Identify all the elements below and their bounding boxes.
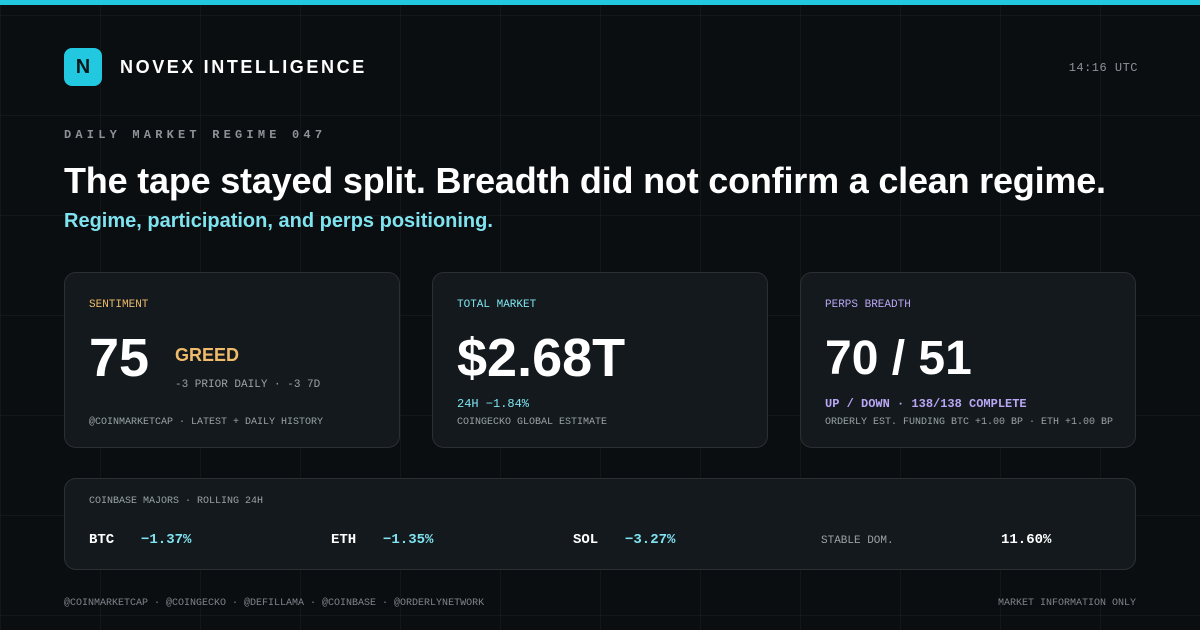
perps-breadth-card: PERPS BREADTH 70 / 51 UP / DOWN · 138/13… [800, 272, 1136, 448]
card-label: PERPS BREADTH [825, 299, 911, 311]
major-name: ETH [331, 532, 357, 548]
card-value: $2.68T [457, 328, 626, 388]
major-name: SOL [573, 532, 599, 548]
card-source: COINGECKO GLOBAL ESTIMATE [457, 417, 608, 428]
majors-panel: COINBASE MAJORS · ROLLING 24H BTC −1.37%… [64, 478, 1136, 570]
brand-name: NOVEX INTELLIGENCE [120, 57, 367, 77]
sentiment-card: SENTIMENT 75 GREED -3 PRIOR DAILY · -3 7… [64, 272, 400, 448]
major-name: STABLE DOM. [821, 535, 894, 547]
footer-sources: @COINMARKETCAP · @COINGECKO · @DEFILLAMA… [64, 598, 485, 609]
major-value: 11.60% [1001, 532, 1052, 548]
headline: The tape stayed split. Breadth did not c… [64, 160, 1106, 201]
total-market-card: TOTAL MARKET $2.68T 24H −1.84% COINGECKO… [432, 272, 768, 448]
timestamp: 14:16 UTC [1068, 61, 1138, 75]
card-detail: UP / DOWN · 138/138 COMPLETE [825, 397, 1027, 411]
card-label: SENTIMENT [89, 299, 149, 311]
card-source: @COINMARKETCAP · LATEST + DAILY HISTORY [89, 417, 324, 428]
card-badge: GREED [175, 345, 240, 365]
major-change: −1.35% [383, 532, 434, 548]
major-change: −1.37% [141, 532, 192, 548]
logo: N [64, 48, 102, 86]
top-accent-bar [0, 0, 1200, 5]
card-detail: -3 PRIOR DAILY · -3 7D [175, 379, 321, 391]
card-detail: 24H −1.84% [457, 397, 530, 411]
card-source: ORDERLY EST. FUNDING BTC +1.00 BP · ETH … [825, 417, 1114, 428]
major-name: BTC [89, 532, 115, 548]
major-change: −3.27% [625, 532, 676, 548]
card-value: 70 / 51 [825, 332, 972, 385]
card-value: 75 [89, 328, 150, 388]
kicker: DAILY MARKET REGIME 047 [64, 128, 327, 142]
card-label: TOTAL MARKET [457, 299, 537, 311]
subtitle: Regime, participation, and perps positio… [64, 210, 493, 232]
majors-label: COINBASE MAJORS · ROLLING 24H [89, 496, 264, 507]
footer-note: MARKET INFORMATION ONLY [997, 598, 1136, 609]
